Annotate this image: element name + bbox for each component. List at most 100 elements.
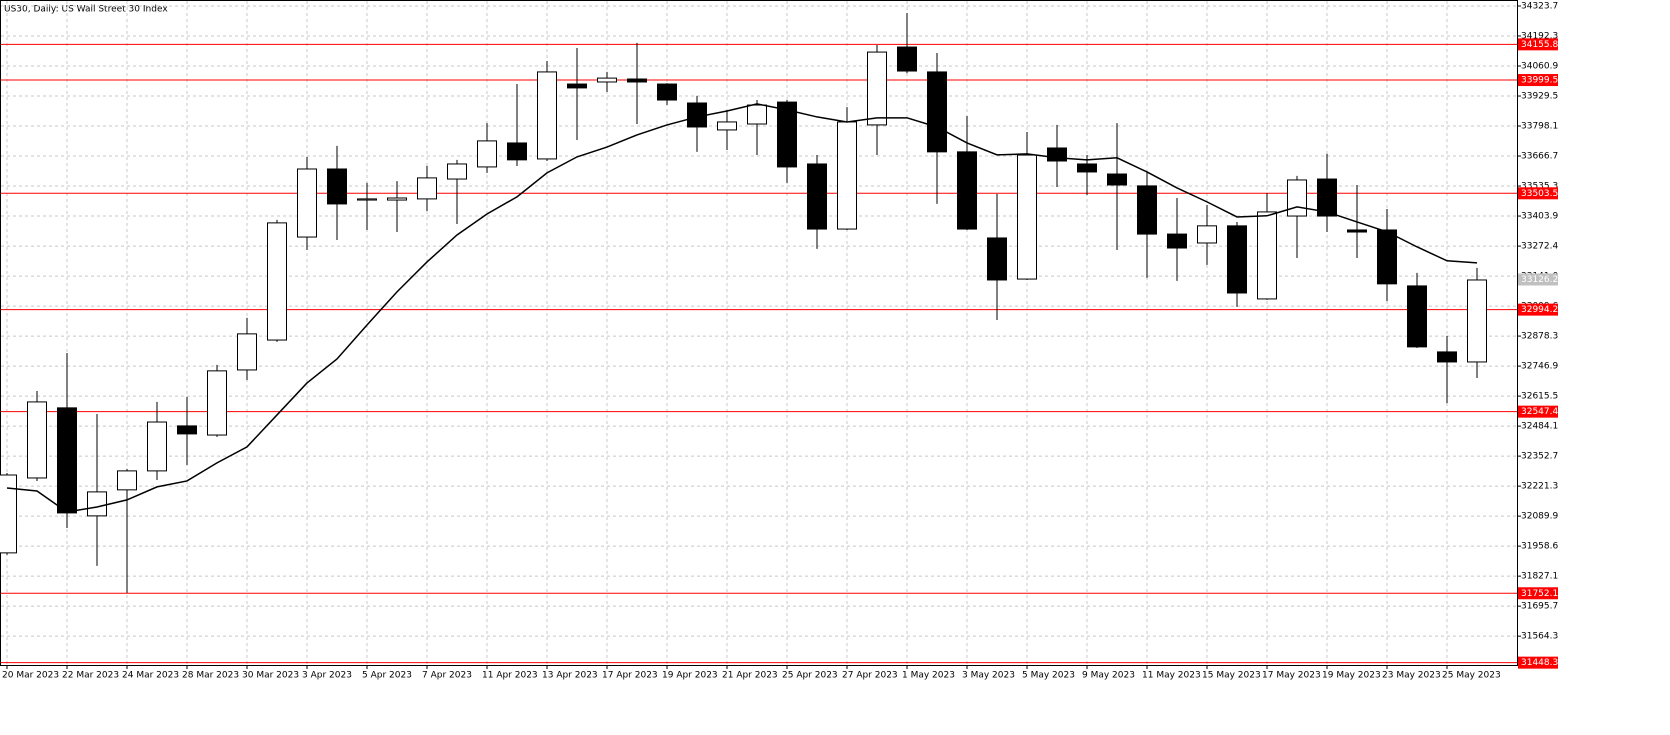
chart-title: US30, Daily: US Wall Street 30 Index <box>4 5 168 15</box>
x-tick-label: 27 Apr 2023 <box>842 671 898 681</box>
x-tick-label: 24 Mar 2023 <box>122 671 179 681</box>
candle-body <box>657 83 677 101</box>
candle-body <box>1377 229 1397 285</box>
price-label-box <box>1518 273 1558 286</box>
x-tick-label: 3 May 2023 <box>962 671 1015 681</box>
moving-average <box>6 103 1478 513</box>
candle-body <box>1077 163 1097 173</box>
y-tick-label: 32615.5 <box>1521 392 1558 402</box>
level-label: 33999.5 <box>1521 76 1558 86</box>
candle-body <box>177 425 197 435</box>
x-tick-label: 30 Mar 2023 <box>242 671 299 681</box>
y-tick-label: 32484.1 <box>1521 422 1558 432</box>
level-label-box <box>1518 38 1558 51</box>
y-tick-label: 33403.9 <box>1521 212 1558 222</box>
candle-body <box>297 168 317 238</box>
candle-body <box>207 370 227 436</box>
y-tick-label: 34192.3 <box>1521 32 1558 42</box>
candle-body <box>237 333 257 371</box>
candle-body <box>1137 185 1157 235</box>
candle-body <box>447 163 467 180</box>
candle-body <box>387 197 407 201</box>
candle-body <box>357 198 377 201</box>
candle-body <box>1407 285 1427 348</box>
level-label: 33503.5 <box>1521 189 1558 199</box>
y-tick-label: 32221.3 <box>1521 482 1558 492</box>
level-label-box <box>1518 405 1558 418</box>
candle-body <box>477 140 497 168</box>
candle-body <box>747 104 767 125</box>
y-tick-label: 32089.9 <box>1521 512 1558 522</box>
candle-body <box>507 142 527 161</box>
x-tick-label: 19 May 2023 <box>1322 671 1381 681</box>
x-tick-label: 28 Mar 2023 <box>182 671 239 681</box>
x-tick-label: 17 May 2023 <box>1262 671 1321 681</box>
level-label-box <box>1518 587 1558 600</box>
candle-body <box>1257 211 1277 300</box>
x-tick-label: 11 Apr 2023 <box>482 671 538 681</box>
x-tick-label: 17 Apr 2023 <box>602 671 658 681</box>
y-tick-label: 31958.6 <box>1521 542 1558 552</box>
level-label: 32547.4 <box>1521 407 1558 417</box>
x-tick-label: 15 May 2023 <box>1202 671 1261 681</box>
x-tick-label: 5 Apr 2023 <box>362 671 412 681</box>
level-label-box <box>1518 74 1558 87</box>
candle-body <box>1017 154 1037 280</box>
y-tick-label: 34060.9 <box>1521 62 1558 72</box>
level-label-box <box>1518 187 1558 200</box>
candle-body <box>1107 173 1127 186</box>
level-label: 34155.8 <box>1521 40 1558 50</box>
x-tick-label: 13 Apr 2023 <box>542 671 598 681</box>
y-tick-label: 33929.5 <box>1521 92 1558 102</box>
level-label: 31752.1 <box>1521 589 1558 599</box>
x-tick-label: 20 Mar 2023 <box>2 671 59 681</box>
candle-body <box>567 83 587 89</box>
x-tick-label: 19 Apr 2023 <box>662 671 718 681</box>
y-tick-label: 31564.3 <box>1521 632 1558 642</box>
y-tick-label: 32746.9 <box>1521 362 1558 372</box>
y-tick-label: 33535.3 <box>1521 182 1558 192</box>
y-tick-label: 31695.7 <box>1521 602 1558 612</box>
candle-body <box>1437 351 1457 363</box>
candle-body <box>267 222 287 341</box>
x-tick-label: 3 Apr 2023 <box>302 671 352 681</box>
candle-body <box>57 407 77 514</box>
candle-body <box>1317 178 1337 217</box>
candle-body <box>1467 279 1487 363</box>
y-tick-label: 33272.4 <box>1521 242 1558 252</box>
candle-body <box>537 71 557 160</box>
y-tick-label: 32878.3 <box>1521 332 1558 342</box>
candle-body <box>957 151 977 230</box>
candle-body <box>777 101 797 168</box>
y-tick-label: 33666.7 <box>1521 152 1558 162</box>
candle-body <box>1197 225 1217 244</box>
level-label: 31448.3 <box>1521 658 1558 668</box>
x-tick-label: 11 May 2023 <box>1142 671 1201 681</box>
y-tick-label: 31827.1 <box>1521 572 1558 582</box>
candle-body <box>1347 229 1367 233</box>
y-tick-label: 34323.7 <box>1521 2 1558 12</box>
x-tick-label: 7 Apr 2023 <box>422 671 472 681</box>
x-tick-label: 25 Apr 2023 <box>782 671 838 681</box>
x-tick-label: 5 May 2023 <box>1022 671 1075 681</box>
candle-body <box>417 177 437 200</box>
candle-body <box>627 78 647 83</box>
x-tick-label: 1 May 2023 <box>902 671 955 681</box>
x-tick-label: 25 May 2023 <box>1442 671 1501 681</box>
level-label-box <box>1518 303 1558 316</box>
candle-body <box>1227 225 1247 294</box>
candle-body <box>867 51 887 126</box>
candle-body <box>897 46 917 72</box>
level-label-box <box>1518 656 1558 669</box>
x-tick-label: 9 May 2023 <box>1082 671 1135 681</box>
y-tick-label: 32352.7 <box>1521 452 1558 462</box>
x-tick-label: 22 Mar 2023 <box>62 671 119 681</box>
candle-body <box>147 421 167 472</box>
candle-body <box>117 470 137 491</box>
plot-frame <box>0 0 1518 666</box>
price-label: 33126.2 <box>1521 275 1558 285</box>
candle-body <box>27 401 47 479</box>
x-tick-label: 23 May 2023 <box>1382 671 1441 681</box>
